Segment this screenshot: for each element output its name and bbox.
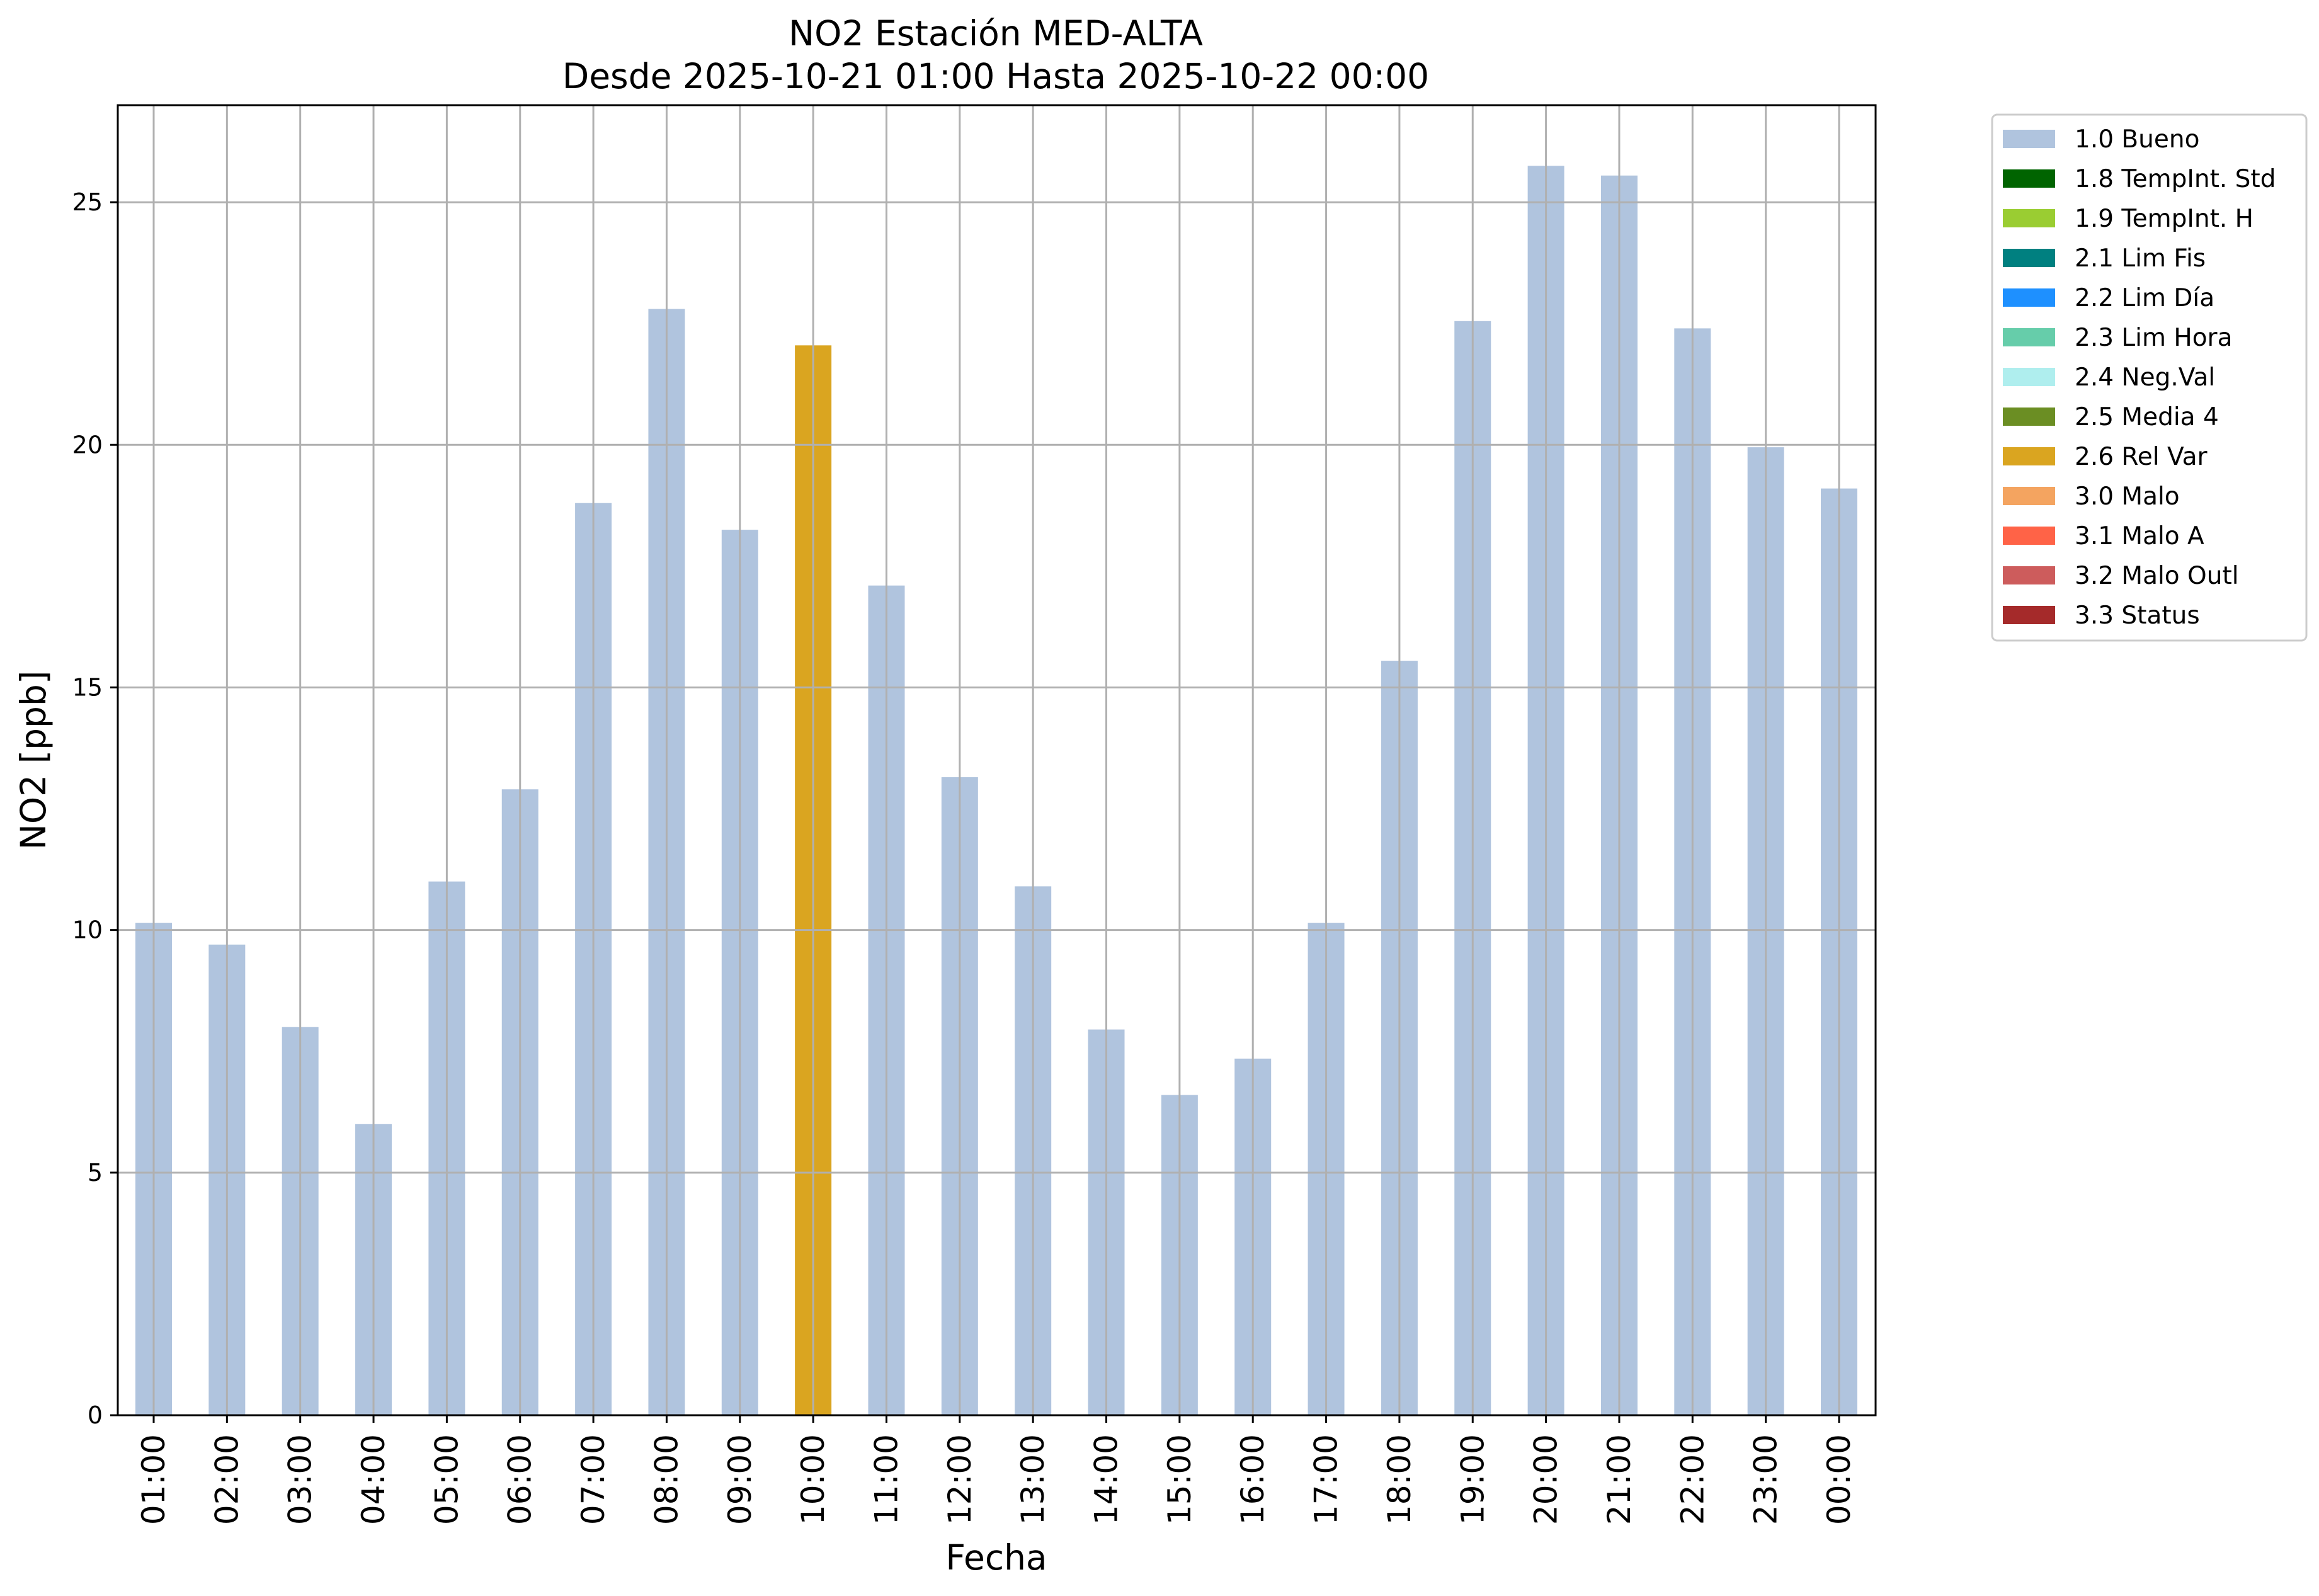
- bars: [135, 166, 1857, 1416]
- legend-swatch: [2003, 368, 2055, 386]
- y-tick-label: 5: [88, 1159, 103, 1187]
- x-tick-label: 03:00: [282, 1434, 319, 1525]
- plot-frame: [117, 104, 1877, 1416]
- x-tick-label: 10:00: [795, 1434, 831, 1525]
- legend: 1.0 Bueno 1.8 TempInt. Std 1.9 TempInt. H 2…: [1991, 113, 2308, 642]
- x-tick-label: 17:00: [1308, 1434, 1345, 1525]
- x-tick-label: 14:00: [1088, 1434, 1125, 1525]
- chart-title: NO2 Estación MED-ALTA: [789, 13, 1203, 54]
- legend-label: 3.0 Malo: [2075, 482, 2180, 511]
- legend-label: 2.3 Lim Hora: [2075, 324, 2233, 352]
- legend-swatch: [2003, 447, 2055, 465]
- x-axis: 01:00 02:00 03:00 04:00 05:00 06:00 07:00 08:00…: [135, 1415, 1857, 1525]
- x-tick-label: 02:00: [208, 1434, 245, 1525]
- legend-label: 2.5 Media 4: [2075, 403, 2219, 431]
- legend-label: 3.3 Status: [2075, 601, 2200, 630]
- x-tick-label: 15:00: [1161, 1434, 1198, 1525]
- legend-label: 2.2 Lim Día: [2075, 284, 2214, 312]
- x-tick-label: 04:00: [355, 1434, 392, 1525]
- legend-swatch: [2003, 527, 2055, 545]
- y-tick-label: 25: [72, 188, 103, 216]
- legend-swatch: [2003, 408, 2055, 426]
- x-tick-label: 00:00: [1821, 1434, 1857, 1525]
- legend-swatch: [2003, 606, 2055, 624]
- y-tick-label: 15: [72, 673, 103, 701]
- legend-swatch: [2003, 209, 2055, 227]
- x-tick-label: 05:00: [428, 1434, 465, 1525]
- legend-label: 2.4 Neg.Val: [2075, 363, 2215, 392]
- legend-swatch: [2003, 169, 2055, 188]
- x-tick-label: 01:00: [135, 1434, 172, 1525]
- legend-label: 3.2 Malo Outl: [2075, 562, 2239, 590]
- grid: [118, 105, 1876, 1415]
- y-tick-label: 0: [88, 1401, 103, 1429]
- x-tick-label: 18:00: [1381, 1434, 1418, 1525]
- legend-swatch: [2003, 249, 2055, 267]
- legend-label: 2.6 Rel Var: [2075, 443, 2208, 471]
- legend-frame: [1991, 113, 2308, 642]
- legend-swatch: [2003, 566, 2055, 584]
- y-axis: 0 5 10 15 20 25: [72, 188, 118, 1429]
- legend-swatch: [2003, 328, 2055, 346]
- legend-label: 1.8 TempInt. Std: [2075, 165, 2276, 193]
- x-tick-label: 12:00: [942, 1434, 978, 1525]
- x-tick-label: 09:00: [722, 1434, 758, 1525]
- chart-subtitle: Desde 2025-10-21 01:00 Hasta 2025-10-22 …: [562, 56, 1429, 96]
- y-tick-label: 10: [72, 916, 103, 944]
- x-tick-label: 06:00: [502, 1434, 538, 1525]
- legend-label: 1.9 TempInt. H: [2075, 205, 2253, 233]
- legend-label: 2.1 Lim Fis: [2075, 244, 2206, 273]
- x-tick-label: 23:00: [1748, 1434, 1784, 1525]
- x-axis-label: Fecha: [945, 1537, 1047, 1578]
- x-tick-label: 16:00: [1234, 1434, 1271, 1525]
- x-tick-label: 19:00: [1454, 1434, 1491, 1525]
- x-tick-label: 08:00: [648, 1434, 685, 1525]
- x-tick-label: 21:00: [1601, 1434, 1638, 1525]
- x-tick-label: 13:00: [1015, 1434, 1051, 1525]
- legend-swatch: [2003, 288, 2055, 307]
- legend-label: 3.1 Malo A: [2075, 522, 2204, 550]
- x-tick-label: 20:00: [1528, 1434, 1564, 1525]
- legend-swatch: [2003, 487, 2055, 505]
- y-axis-label: NO2 [ppb]: [13, 671, 54, 850]
- x-tick-label: 11:00: [868, 1434, 904, 1525]
- x-tick-label: 22:00: [1674, 1434, 1711, 1525]
- legend-swatch: [2003, 130, 2055, 148]
- legend-label: 1.0 Bueno: [2075, 125, 2199, 154]
- y-tick-label: 20: [72, 431, 103, 459]
- x-tick-label: 07:00: [575, 1434, 612, 1525]
